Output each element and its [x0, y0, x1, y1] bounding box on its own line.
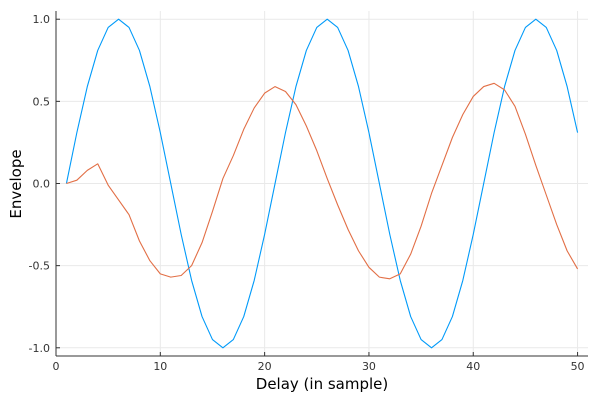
- ticks: 0 10 20 30 40 50 -1.0 -0.5 0.0 0.5 1.0: [29, 13, 585, 373]
- series-line-2: [66, 82, 579, 280]
- grid: [55, 11, 588, 356]
- x-tick-label: 40: [466, 360, 480, 373]
- x-tick-label: 10: [153, 360, 167, 373]
- series-line-1: [65, 18, 579, 349]
- y-tick-label: -1.0: [29, 342, 50, 355]
- x-axis-label: Delay (in sample): [256, 375, 388, 393]
- y-axis-label: Envelope: [7, 149, 25, 218]
- x-tick-label: 50: [571, 360, 585, 373]
- x-tick-label: 0: [53, 360, 60, 373]
- y-tick-label: 0.0: [33, 178, 51, 191]
- y-tick-label: 0.5: [33, 95, 51, 108]
- y-tick-label: -0.5: [29, 260, 50, 273]
- series-group: [65, 18, 579, 349]
- y-tick-label: 1.0: [33, 13, 51, 26]
- x-tick-label: 20: [258, 360, 272, 373]
- x-tick-label: 30: [362, 360, 376, 373]
